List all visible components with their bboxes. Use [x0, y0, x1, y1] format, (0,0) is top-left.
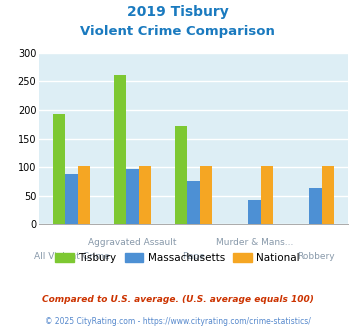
- Bar: [310, 188, 322, 224]
- Bar: [187, 182, 200, 224]
- Text: Compared to U.S. average. (U.S. average equals 100): Compared to U.S. average. (U.S. average …: [42, 295, 313, 304]
- Bar: [138, 166, 151, 224]
- Text: Violent Crime Comparison: Violent Crime Comparison: [80, 25, 275, 38]
- Bar: [65, 174, 77, 224]
- Text: 2019 Tisbury: 2019 Tisbury: [127, 5, 228, 19]
- Bar: [200, 166, 212, 224]
- Text: Aggravated Assault: Aggravated Assault: [88, 238, 177, 247]
- Bar: [248, 200, 261, 224]
- Text: All Violent Crime: All Violent Crime: [33, 252, 109, 261]
- Bar: [175, 126, 187, 224]
- Bar: [322, 166, 334, 224]
- Bar: [126, 169, 138, 224]
- Text: Murder & Mans...: Murder & Mans...: [216, 238, 293, 247]
- Bar: [261, 166, 273, 224]
- Legend: Tisbury, Massachusetts, National: Tisbury, Massachusetts, National: [51, 248, 304, 267]
- Text: Robbery: Robbery: [297, 252, 334, 261]
- Bar: [53, 114, 65, 224]
- Bar: [114, 75, 126, 224]
- Text: © 2025 CityRating.com - https://www.cityrating.com/crime-statistics/: © 2025 CityRating.com - https://www.city…: [45, 317, 310, 326]
- Text: Rape: Rape: [182, 252, 205, 261]
- Bar: [77, 166, 90, 224]
